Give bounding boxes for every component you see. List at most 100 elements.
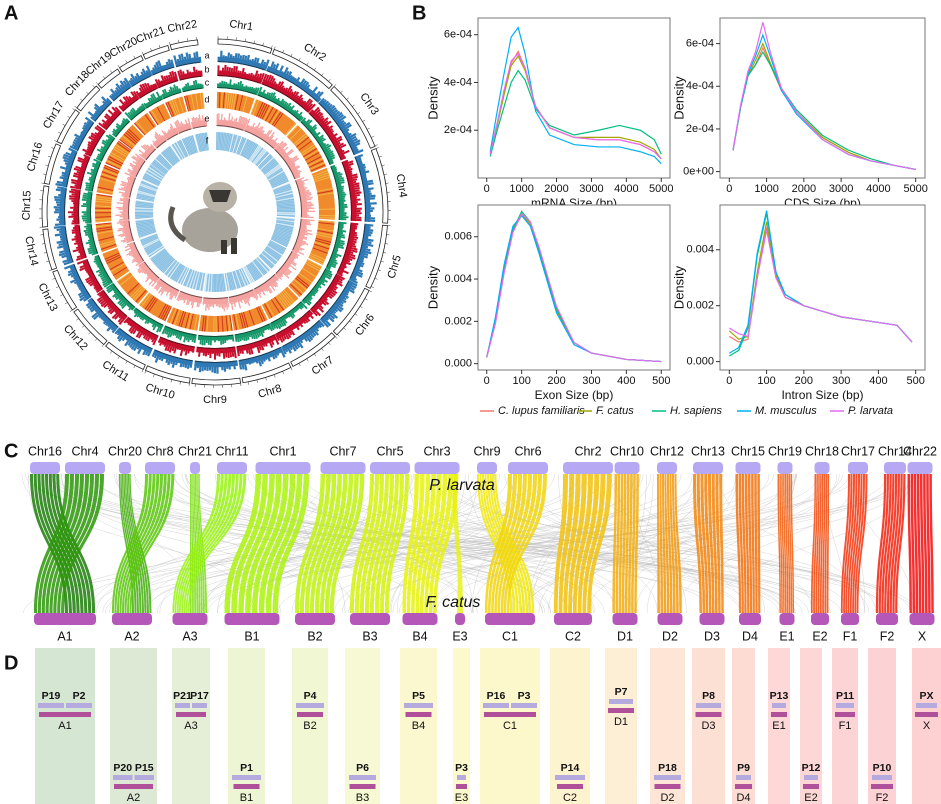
track-spike: [154, 135, 162, 146]
track-spike: [331, 254, 339, 259]
track-spike: [232, 83, 236, 90]
synteny-ribbon: [494, 474, 527, 613]
block-bar: [771, 712, 787, 717]
top-chromosome-label: Chr5: [376, 444, 403, 458]
track-spike: [173, 342, 179, 354]
track-heat: [149, 165, 165, 177]
track-edge: [145, 148, 157, 161]
track-heat: [160, 104, 169, 120]
track-spike: [274, 348, 280, 356]
track-spike: [348, 184, 360, 189]
track-spike: [233, 346, 237, 359]
track-spike: [119, 215, 130, 218]
track-spike: [177, 330, 182, 340]
track-heat: [183, 95, 189, 112]
track-heat: [95, 209, 112, 212]
track-heat: [261, 159, 276, 172]
track-spike: [264, 136, 270, 143]
track-spike: [65, 165, 72, 169]
track-heat: [137, 227, 156, 233]
track-spike: [278, 268, 290, 279]
track-spike: [169, 123, 177, 136]
track-spike: [149, 273, 156, 280]
track-spike: [87, 246, 97, 251]
track-spike: [74, 241, 83, 245]
track-spike: [265, 131, 275, 144]
track-spike: [297, 336, 304, 344]
bottom-chromosome: [224, 613, 280, 625]
track-heat: [141, 180, 159, 189]
track-spike: [63, 246, 70, 251]
track-spike: [121, 333, 129, 342]
track-spike: [247, 86, 252, 93]
track-spike: [352, 148, 359, 153]
track-spike: [122, 225, 131, 228]
bottom-chromosome-label: B2: [307, 629, 322, 643]
synteny-ribbon: [129, 474, 175, 613]
track-edge: [341, 161, 352, 221]
track-heat: [211, 315, 213, 332]
track-spike: [167, 129, 174, 138]
track-heat: [273, 187, 292, 194]
track-spike: [206, 361, 209, 371]
synteny-ribbon: [841, 474, 850, 613]
track-heat: [314, 178, 331, 185]
track-spike: [315, 321, 323, 328]
track-heat: [277, 294, 288, 308]
x-tick-label: 5000: [903, 183, 927, 195]
track-spike: [184, 123, 188, 131]
track-heat: [146, 297, 157, 312]
track-spike: [131, 256, 142, 264]
y-tick-label: 2e-04: [686, 123, 714, 135]
track-spike: [231, 296, 234, 305]
track-spike: [243, 55, 248, 66]
track-spike: [326, 311, 336, 320]
track-spike: [298, 191, 310, 195]
track-heat: [280, 292, 292, 306]
track-spike: [333, 302, 344, 311]
track-heat: [276, 218, 295, 221]
track-heat: [97, 232, 114, 237]
x-tick-label: 1000: [509, 183, 533, 195]
track-edge: [164, 325, 197, 336]
track-spike: [291, 109, 297, 116]
track-spike: [302, 98, 312, 109]
track-edge: [217, 87, 257, 95]
track-spike: [100, 314, 107, 320]
track-heat: [107, 158, 123, 167]
track-spike: [252, 342, 257, 348]
track-spike: [240, 83, 244, 91]
track-spike: [102, 277, 111, 284]
track-heat: [275, 197, 294, 202]
track-edge: [90, 193, 93, 223]
track-spike: [250, 289, 256, 299]
track-spike: [130, 91, 138, 102]
synteny-ribbon: [295, 474, 325, 613]
track-spike: [317, 117, 325, 125]
track-spike: [330, 136, 337, 142]
track-spike: [340, 123, 352, 133]
track-spike: [151, 349, 157, 358]
track-spike: [95, 260, 102, 265]
track-spike: [279, 150, 286, 157]
track-heat: [112, 148, 127, 158]
track-heat: [259, 305, 268, 321]
track-spike: [333, 141, 341, 147]
track-heat: [171, 309, 179, 325]
block-box: [172, 648, 210, 804]
track-spike: [79, 264, 91, 272]
track-spike: [153, 64, 160, 74]
track-spike: [94, 126, 105, 135]
block-box: [868, 648, 896, 804]
top-chromosome: [657, 462, 677, 474]
track-spike: [79, 262, 90, 269]
track-heat: [266, 166, 282, 178]
track-heat: [274, 228, 293, 235]
track-spike: [198, 56, 202, 63]
track-spike: [217, 297, 219, 307]
track-spike: [338, 221, 347, 225]
ideogram-tick: [54, 140, 58, 142]
synteny-ribbon: [127, 474, 171, 613]
track-spike: [223, 297, 227, 308]
synteny-ribbon: [876, 474, 887, 613]
